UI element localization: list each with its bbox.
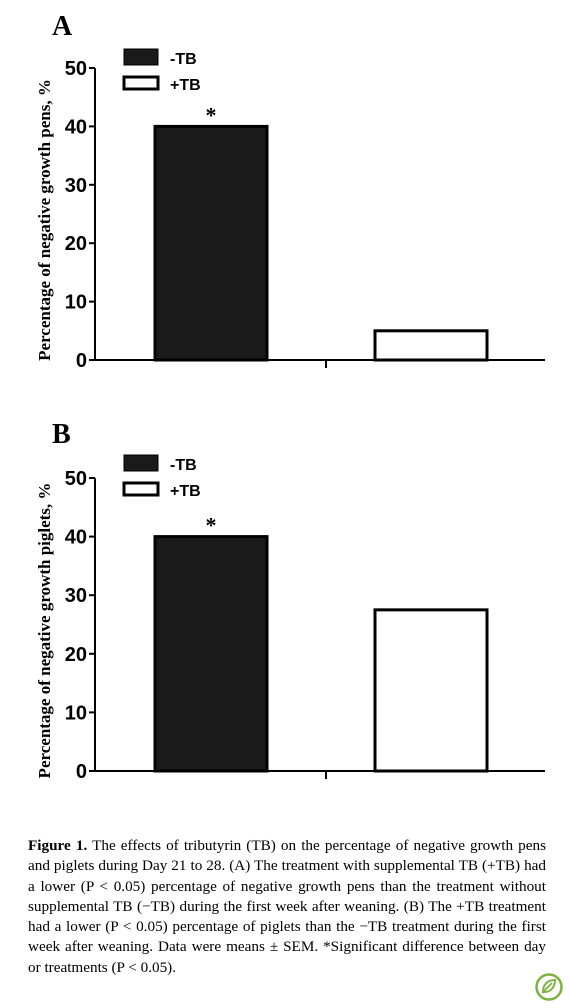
legend-label: -TB <box>170 457 197 474</box>
y-tick-label: 20 <box>65 644 87 666</box>
bar-minus-tb <box>153 535 269 773</box>
caption-text: The effects of tributyrin (TB) on the pe… <box>28 837 546 976</box>
legend-swatch <box>122 481 160 497</box>
legend-label: +TB <box>170 77 201 94</box>
y-axis-label: Percentage of negative growth piglets, % <box>35 483 54 779</box>
bar-plus-tb <box>373 608 489 773</box>
legend-label: +TB <box>170 483 201 500</box>
chart-panel-A: A Percentage of negative growth pens, % 0 1… <box>35 11 545 372</box>
bar-plus-tb <box>373 329 489 362</box>
y-tick-label: 0 <box>76 350 87 372</box>
y-tick-label: 0 <box>76 761 87 783</box>
panel-letter: B <box>52 419 71 450</box>
significance-marker: * <box>206 513 217 538</box>
caption-label: Figure 1. <box>28 837 88 854</box>
y-tick-label: 50 <box>65 58 87 80</box>
y-tick-label: 30 <box>65 585 87 607</box>
y-tick-label: 30 <box>65 175 87 197</box>
y-tick-label: 40 <box>65 116 87 138</box>
leaf-logo-icon <box>535 973 563 1001</box>
y-tick-label: 10 <box>65 702 87 724</box>
legend-swatch <box>123 454 159 472</box>
y-tick-label: 50 <box>65 468 87 490</box>
chart-panel-B: B Percentage of negative growth piglets, … <box>35 419 545 783</box>
legend-swatch <box>122 75 160 91</box>
figure: A Percentage of negative growth pens, % 0 1… <box>35 11 545 783</box>
y-tick-label: 20 <box>65 233 87 255</box>
figure-caption: Figure 1. The effects of tributyrin (TB)… <box>28 836 546 978</box>
legend-label: -TB <box>170 51 197 68</box>
bar-minus-tb <box>153 124 269 362</box>
legend-swatch <box>123 48 159 66</box>
y-axis-label: Percentage of negative growth pens, % <box>35 79 54 361</box>
y-tick-label: 40 <box>65 527 87 549</box>
panel-letter: A <box>52 11 73 42</box>
y-tick-label: 10 <box>65 292 87 314</box>
significance-marker: * <box>206 102 217 127</box>
